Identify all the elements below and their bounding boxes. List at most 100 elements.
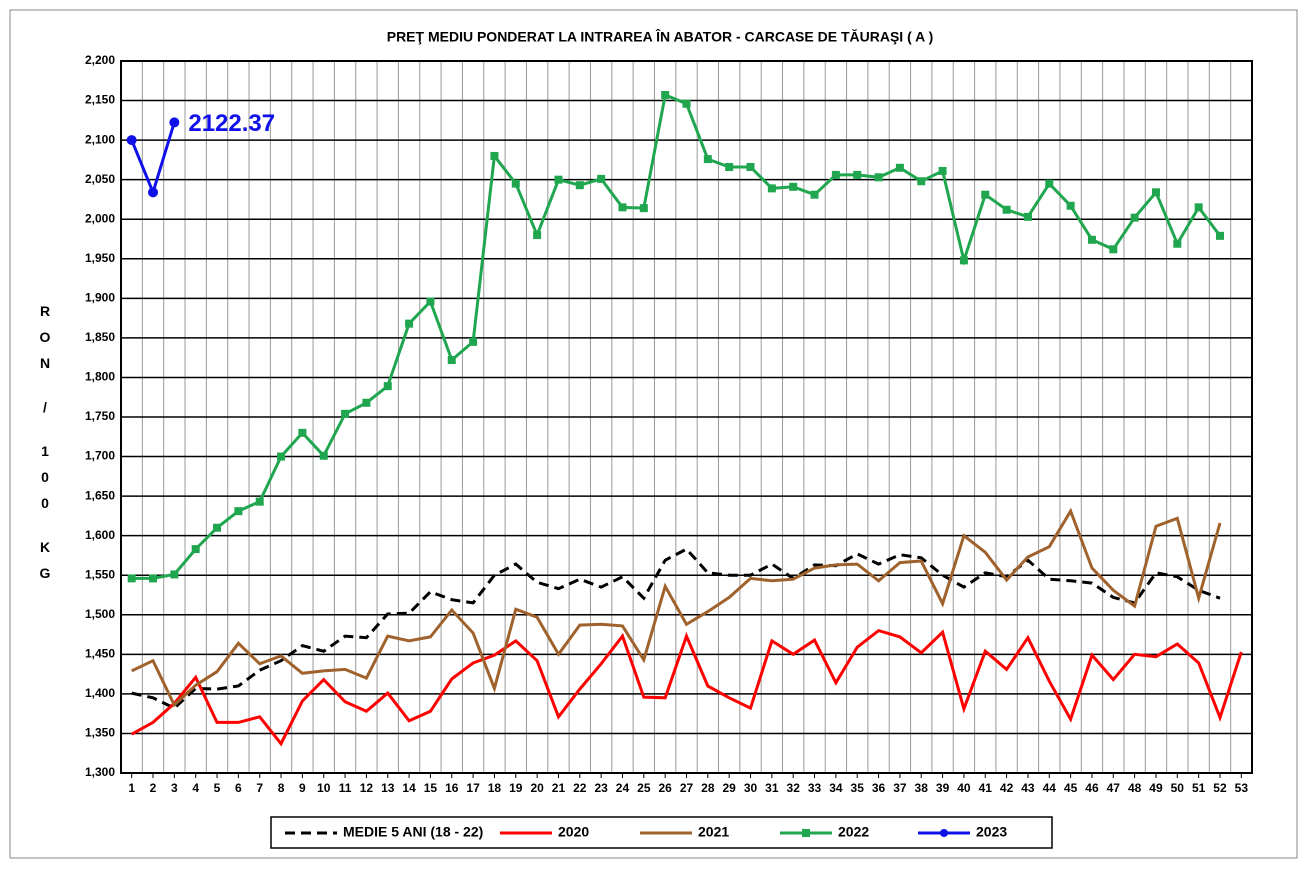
x-tick-label: 2 [150,781,157,795]
x-tick-label: 48 [1128,781,1142,795]
marker [938,166,947,175]
marker [831,170,840,179]
marker [298,428,307,437]
x-tick-label: 51 [1192,781,1206,795]
x-tick-label: 42 [1000,781,1014,795]
y-tick-label: 1,900 [85,291,115,305]
legend-label: 2023 [976,824,1007,840]
marker [725,163,734,172]
x-tick-label: 22 [573,781,587,795]
x-tick-label: 46 [1085,781,1099,795]
series-line [131,507,1222,708]
legend-label: MEDIE 5 ANI (18 - 22) [343,824,483,840]
marker [447,356,456,365]
x-tick-label: 29 [722,781,736,795]
x-tick-label: 25 [637,781,651,795]
marker [169,117,180,128]
y-tick-label: 1,450 [85,647,115,661]
marker [682,99,691,108]
marker [191,545,200,554]
x-tick-label: 33 [808,781,822,795]
marker [1066,201,1075,210]
marker [917,177,926,186]
marker [703,155,712,164]
x-tick-label: 1 [128,781,135,795]
legend-label: 2021 [698,824,729,840]
marker [895,163,904,172]
marker [853,170,862,179]
marker [1215,231,1224,240]
x-tick-label: 12 [360,781,374,795]
marker [1002,205,1011,214]
marker [1194,203,1203,212]
x-tick-label: 40 [957,781,971,795]
marker [149,574,158,583]
marker [170,570,179,579]
marker [1087,235,1096,244]
x-tick-label: 53 [1235,781,1249,795]
x-tick-label: 44 [1043,781,1057,795]
x-tick-label: 20 [530,781,544,795]
x-tick-label: 38 [915,781,929,795]
series-line [130,628,1243,747]
marker [1023,212,1032,221]
x-tick-label: 16 [445,781,459,795]
chart-title: PREŢ MEDIU PONDERAT LA INTRAREA ÎN ABATO… [387,28,934,45]
marker [597,174,606,183]
x-tick-label: 3 [171,781,178,795]
y-tick-label: 1,850 [85,330,115,344]
marker [405,319,414,328]
legend-marker [802,829,810,837]
x-tick-label: 4 [192,781,199,795]
marker [746,163,755,172]
x-tick-label: 23 [594,781,608,795]
marker [767,184,776,193]
marker [661,91,670,100]
x-tick-label: 7 [256,781,263,795]
y-tick-label: 1,750 [85,409,115,423]
marker [277,452,286,461]
y-tick-label: 1,500 [85,607,115,621]
legend-label: 2020 [558,824,589,840]
x-tick-label: 10 [317,781,331,795]
marker [255,497,264,506]
data-label: 2122.37 [188,110,275,137]
x-tick-label: 19 [509,781,523,795]
x-tick-label: 32 [787,781,801,795]
marker [126,135,137,146]
x-tick-label: 47 [1107,781,1121,795]
y-tick-label: 1,800 [85,370,115,384]
y-tick-label: 1,300 [85,765,115,779]
x-tick-label: 50 [1171,781,1185,795]
marker [1151,188,1160,197]
series-line [131,92,1222,580]
x-tick-label: 34 [829,781,843,795]
x-tick-label: 21 [552,781,566,795]
x-tick-label: 49 [1149,781,1163,795]
marker [469,337,478,346]
marker [490,151,499,160]
x-tick-label: 52 [1213,781,1227,795]
marker [148,187,159,198]
y-tick-label: 1,550 [85,567,115,581]
marker [1173,239,1182,248]
marker [1130,213,1139,222]
marker [319,451,328,460]
y-tick-label: 1,950 [85,251,115,265]
y-axis-label: R O N/1 0 0 K G [40,303,51,581]
y-tick-label: 1,700 [85,449,115,463]
marker [511,179,520,188]
legend-label: 2022 [838,824,869,840]
y-tick-label: 2,050 [85,172,115,186]
x-tick-label: 17 [466,781,480,795]
x-tick-label: 15 [424,781,438,795]
x-tick-label: 35 [851,781,865,795]
y-tick-label: 2,000 [85,211,115,225]
series-line [131,547,1221,710]
x-tick-label: 6 [235,781,242,795]
marker [810,190,819,199]
y-tick-label: 1,650 [85,488,115,502]
x-tick-label: 18 [488,781,502,795]
marker [533,231,542,240]
